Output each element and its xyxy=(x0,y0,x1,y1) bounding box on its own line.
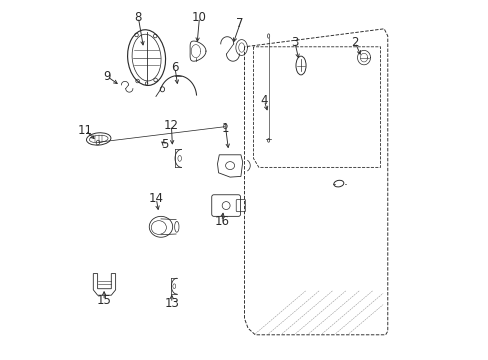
Text: 8: 8 xyxy=(134,11,142,24)
Text: 2: 2 xyxy=(350,36,358,49)
Text: 14: 14 xyxy=(148,192,163,205)
Text: 7: 7 xyxy=(236,17,244,30)
Text: 13: 13 xyxy=(164,297,179,310)
Text: 4: 4 xyxy=(260,94,267,107)
Text: 12: 12 xyxy=(163,119,179,132)
Text: 9: 9 xyxy=(103,70,110,83)
Text: 16: 16 xyxy=(214,215,229,228)
Text: 3: 3 xyxy=(291,36,298,49)
Text: 11: 11 xyxy=(78,124,93,137)
Text: 5: 5 xyxy=(161,138,168,151)
Text: 15: 15 xyxy=(97,294,111,307)
Text: 6: 6 xyxy=(171,61,179,74)
Text: 10: 10 xyxy=(192,11,206,24)
Text: 1: 1 xyxy=(222,122,229,135)
